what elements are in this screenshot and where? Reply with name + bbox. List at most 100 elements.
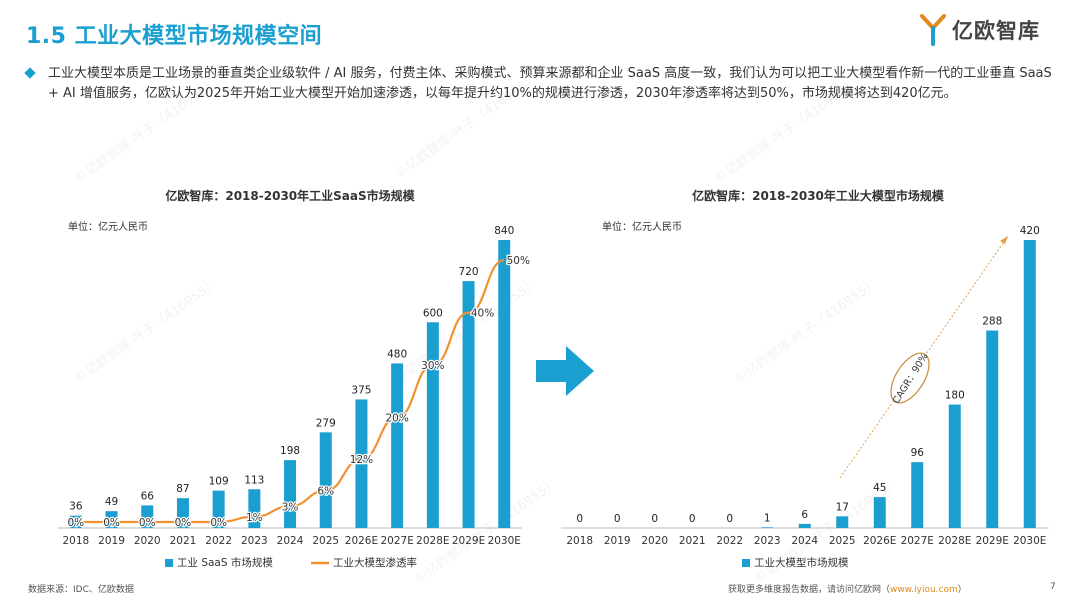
bar-value-label: 720 bbox=[459, 266, 479, 278]
line-value-label: 0% bbox=[139, 517, 156, 529]
x-tick-label: 2018 bbox=[566, 535, 593, 547]
bar bbox=[1023, 240, 1036, 528]
bar-value-label: 288 bbox=[982, 316, 1002, 328]
x-tick-label: 2028E bbox=[416, 535, 449, 547]
line-value-label: 20% bbox=[385, 412, 408, 424]
bar bbox=[911, 462, 924, 528]
x-tick-label: 2021 bbox=[170, 535, 197, 547]
summary-text: 工业大模型本质是工业场景的垂直类企业级软件 / AI 服务，付费主体、采购模式、… bbox=[48, 66, 1052, 101]
bar-value-label: 279 bbox=[316, 417, 336, 429]
bar bbox=[462, 281, 475, 528]
legend-label: 工业大模型市场规模 bbox=[754, 556, 849, 569]
bar bbox=[391, 363, 404, 528]
line-value-label: 1% bbox=[246, 512, 263, 524]
x-tick-label: 2029E bbox=[452, 535, 485, 547]
bar-value-label: 36 bbox=[69, 501, 83, 513]
bar-value-label: 87 bbox=[176, 483, 189, 495]
bar bbox=[426, 322, 439, 528]
x-tick-label: 2025 bbox=[312, 535, 339, 547]
x-tick-label: 2026E bbox=[345, 535, 378, 547]
bar bbox=[176, 498, 189, 528]
more-info-prefix: 获取更多维度报告数据，请访问亿欧网（ bbox=[728, 585, 891, 595]
bar-value-label: 45 bbox=[873, 482, 886, 494]
bar bbox=[986, 330, 999, 528]
brand-logo: 亿欧智库 bbox=[920, 14, 1040, 46]
bar-value-label: 180 bbox=[945, 390, 965, 402]
bar-value-label: 1 bbox=[764, 512, 771, 524]
cagr-ellipse bbox=[890, 352, 930, 404]
bar-value-label: 109 bbox=[209, 476, 229, 488]
x-tick-label: 2027E bbox=[901, 535, 934, 547]
website-link[interactable]: www.iyiou.com bbox=[890, 585, 958, 595]
bar bbox=[948, 404, 961, 528]
bar-value-label: 840 bbox=[494, 225, 514, 237]
bar bbox=[355, 399, 368, 528]
page-number: 7 bbox=[1050, 582, 1056, 592]
bar-value-label: 375 bbox=[351, 384, 371, 396]
line-value-label: 0% bbox=[103, 517, 120, 529]
x-tick-label: 2028E bbox=[938, 535, 971, 547]
line-value-label: 30% bbox=[421, 360, 444, 372]
chart-title: 亿欧智库：2018-2030年工业大模型市场规模 bbox=[692, 188, 945, 203]
x-tick-label: 2019 bbox=[98, 535, 125, 547]
bar-value-label: 0 bbox=[576, 513, 583, 525]
x-tick-label: 2025 bbox=[829, 535, 856, 547]
bar bbox=[105, 511, 118, 528]
bar bbox=[761, 527, 774, 528]
x-tick-label: 2022 bbox=[716, 535, 743, 547]
line-value-label: 0% bbox=[210, 517, 227, 529]
legend-bar-swatch bbox=[165, 559, 173, 567]
more-info-suffix: ） bbox=[957, 585, 967, 595]
x-tick-label: 2019 bbox=[604, 535, 631, 547]
x-tick-label: 2020 bbox=[134, 535, 161, 547]
bar bbox=[798, 523, 811, 528]
line-value-label: 40% bbox=[471, 308, 494, 320]
bar-value-label: 0 bbox=[726, 513, 733, 525]
bar-value-label: 0 bbox=[689, 513, 696, 525]
x-tick-label: 2020 bbox=[641, 535, 668, 547]
logo-text: 亿欧智库 bbox=[952, 19, 1040, 43]
bar bbox=[498, 240, 511, 528]
line-value-label: 12% bbox=[350, 454, 373, 466]
x-tick-label: 2030E bbox=[1013, 535, 1046, 547]
x-tick-label: 2021 bbox=[679, 535, 706, 547]
bar bbox=[212, 490, 225, 528]
line-value-label: 0% bbox=[175, 517, 192, 529]
legend-label: 工业 SaaS 市场规模 bbox=[177, 556, 273, 569]
legend-bar-swatch bbox=[742, 559, 750, 567]
more-info: 获取更多维度报告数据，请访问亿欧网（www.iyiou.com） bbox=[728, 582, 967, 595]
legend-label: 工业大模型渗透率 bbox=[333, 556, 417, 569]
bar bbox=[248, 489, 261, 528]
line-value-label: 0% bbox=[68, 517, 85, 529]
bar-value-label: 198 bbox=[280, 445, 300, 457]
x-tick-label: 2024 bbox=[791, 535, 818, 547]
bar-value-label: 49 bbox=[105, 496, 118, 508]
trend-arrow-line bbox=[839, 235, 1009, 479]
bar-value-label: 113 bbox=[244, 474, 264, 486]
penetration-line bbox=[75, 259, 505, 524]
bar-value-label: 96 bbox=[911, 447, 925, 459]
chart-unit-label: 单位：亿元人民币 bbox=[602, 220, 682, 233]
bar-value-label: 6 bbox=[801, 509, 808, 521]
bar-value-label: 17 bbox=[836, 501, 849, 513]
summary-bullet: 工业大模型本质是工业场景的垂直类企业级软件 / AI 服务，付费主体、采购模式、… bbox=[24, 64, 1056, 104]
x-tick-label: 2023 bbox=[241, 535, 268, 547]
x-tick-label: 2023 bbox=[754, 535, 781, 547]
data-source: 数据来源：IDC、亿欧数据 bbox=[28, 585, 134, 595]
bar bbox=[284, 460, 297, 528]
page-title: 1.5 工业大模型市场规模空间 bbox=[26, 24, 323, 49]
x-tick-label: 2029E bbox=[976, 535, 1009, 547]
bar bbox=[319, 432, 332, 528]
bar bbox=[873, 497, 886, 528]
bar-value-label: 0 bbox=[651, 513, 658, 525]
cagr-annotation: CAGR：90% bbox=[890, 351, 931, 406]
bar-value-label: 0 bbox=[614, 513, 621, 525]
x-tick-label: 2030E bbox=[488, 535, 521, 547]
chart-unit-label: 单位：亿元人民币 bbox=[68, 220, 148, 233]
line-value-label: 3% bbox=[282, 501, 299, 513]
x-tick-label: 2027E bbox=[380, 535, 413, 547]
x-tick-label: 2022 bbox=[205, 535, 232, 547]
